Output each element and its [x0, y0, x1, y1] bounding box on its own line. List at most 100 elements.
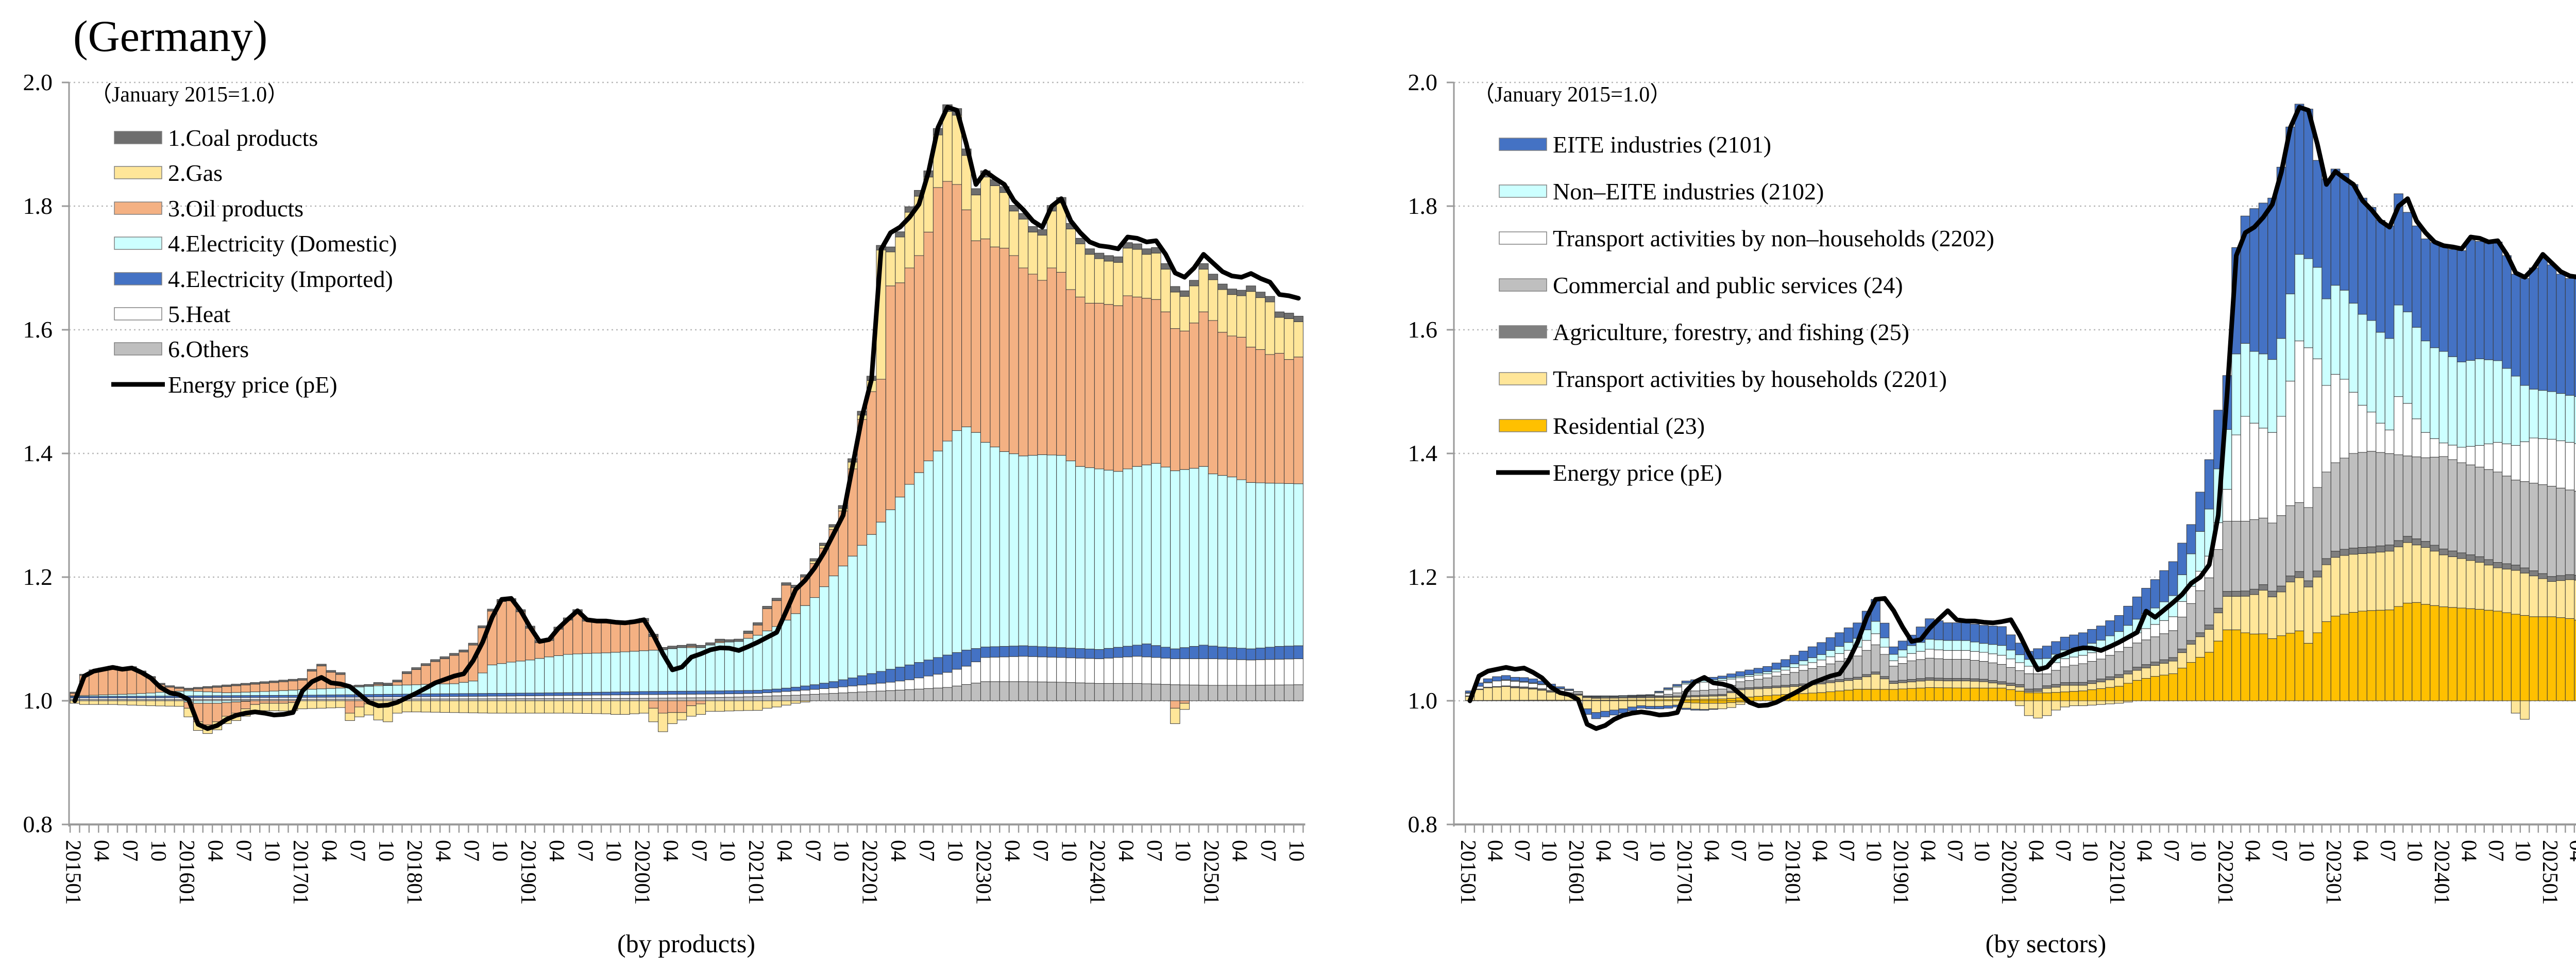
svg-text:Transport activities by househ: Transport activities by households (2201… — [1553, 366, 1947, 392]
svg-text:10: 10 — [943, 840, 967, 862]
svg-text:202201: 202201 — [858, 840, 882, 905]
svg-text:04: 04 — [2565, 840, 2576, 862]
svg-text:1.4: 1.4 — [1408, 440, 1438, 466]
svg-text:202401: 202401 — [1086, 840, 1109, 905]
svg-text:(Germany): (Germany) — [73, 11, 267, 61]
svg-text:10: 10 — [2187, 840, 2210, 862]
svg-text:201901: 201901 — [516, 840, 540, 905]
svg-text:04: 04 — [886, 840, 910, 862]
svg-text:07: 07 — [1142, 840, 1166, 862]
svg-text:10: 10 — [1537, 840, 1561, 862]
svg-text:07: 07 — [2267, 840, 2291, 862]
svg-text:07: 07 — [1618, 840, 1642, 862]
svg-text:10: 10 — [2403, 840, 2427, 862]
svg-text:04: 04 — [90, 840, 113, 862]
svg-text:1.8: 1.8 — [23, 193, 53, 219]
svg-text:202201: 202201 — [2213, 840, 2237, 905]
svg-text:04: 04 — [545, 840, 568, 862]
svg-text:10: 10 — [1862, 840, 1886, 862]
svg-text:201601: 201601 — [175, 840, 198, 905]
svg-text:（January 2015=1.0）: （January 2015=1.0） — [90, 83, 289, 107]
svg-text:04: 04 — [1916, 840, 1940, 862]
svg-text:07: 07 — [2376, 840, 2399, 862]
svg-text:1.6: 1.6 — [23, 316, 53, 343]
svg-text:07: 07 — [573, 840, 597, 862]
svg-text:07: 07 — [687, 840, 710, 862]
svg-text:10: 10 — [602, 840, 625, 862]
svg-text:1.0: 1.0 — [1408, 687, 1438, 714]
svg-text:201701: 201701 — [289, 840, 312, 905]
svg-text:07: 07 — [460, 840, 483, 862]
svg-text:2.Gas: 2.Gas — [168, 160, 223, 186]
svg-text:10: 10 — [1057, 840, 1080, 862]
svg-text:07: 07 — [232, 840, 256, 862]
svg-text:10: 10 — [1171, 840, 1194, 862]
svg-text:1.6: 1.6 — [1408, 316, 1438, 343]
svg-text:07: 07 — [118, 840, 142, 862]
svg-text:07: 07 — [914, 840, 938, 862]
svg-text:202401: 202401 — [2430, 840, 2453, 905]
svg-text:Transport activities by non–ho: Transport activities by non–households (… — [1553, 225, 1994, 251]
svg-text:1.0: 1.0 — [23, 687, 53, 714]
svg-text:04: 04 — [2241, 840, 2264, 862]
svg-text:07: 07 — [1726, 840, 1750, 862]
svg-text:Commercial and public services: Commercial and public services (24) — [1553, 272, 1903, 298]
svg-text:07: 07 — [2159, 840, 2183, 862]
svg-text:201601: 201601 — [1564, 840, 1588, 905]
svg-text:(by products): (by products) — [617, 929, 755, 958]
svg-text:07: 07 — [1510, 840, 1534, 862]
svg-text:1.2: 1.2 — [1408, 564, 1438, 590]
svg-text:2.0: 2.0 — [1408, 69, 1438, 95]
svg-text:3.Oil products: 3.Oil products — [168, 195, 303, 222]
svg-text:（January 2015=1.0）: （January 2015=1.0） — [1473, 83, 1671, 107]
svg-text:10: 10 — [2511, 840, 2535, 862]
svg-text:201501: 201501 — [1456, 840, 1480, 905]
svg-text:1.8: 1.8 — [1408, 193, 1438, 219]
svg-text:04: 04 — [2024, 840, 2048, 862]
svg-text:202301: 202301 — [2321, 840, 2345, 905]
svg-text:07: 07 — [1028, 840, 1052, 862]
svg-text:202101: 202101 — [2105, 840, 2129, 905]
svg-text:04: 04 — [1228, 840, 1251, 862]
svg-text:04: 04 — [317, 840, 341, 862]
svg-text:(by sectors): (by sectors) — [1986, 929, 2107, 958]
svg-text:Non–EITE industries (2102): Non–EITE industries (2102) — [1553, 178, 1824, 205]
svg-text:202101: 202101 — [744, 840, 768, 905]
svg-text:202301: 202301 — [972, 840, 995, 905]
svg-text:201701: 201701 — [1672, 840, 1696, 905]
svg-text:1.Coal products: 1.Coal products — [168, 125, 318, 151]
svg-text:4.Electricity (Domestic): 4.Electricity (Domestic) — [168, 230, 397, 257]
svg-text:Agriculture, forestry, and fis: Agriculture, forestry, and fishing (25) — [1553, 319, 1909, 345]
svg-text:0.8: 0.8 — [23, 811, 53, 837]
svg-text:04: 04 — [1483, 840, 1507, 862]
svg-text:201501: 201501 — [61, 840, 84, 905]
svg-text:202001: 202001 — [1997, 840, 2021, 905]
svg-text:04: 04 — [431, 840, 454, 862]
svg-text:1.4: 1.4 — [23, 440, 53, 466]
svg-text:202501: 202501 — [1199, 840, 1223, 905]
svg-text:EITE industries (2101): EITE industries (2101) — [1553, 131, 1771, 158]
svg-text:201801: 201801 — [1781, 840, 1804, 905]
svg-text:04: 04 — [1808, 840, 1832, 862]
svg-text:4.Electricity (Imported): 4.Electricity (Imported) — [168, 266, 393, 292]
svg-text:201801: 201801 — [402, 840, 426, 905]
svg-text:04: 04 — [1591, 840, 1615, 862]
svg-text:04: 04 — [2457, 840, 2481, 862]
svg-text:10: 10 — [1970, 840, 1994, 862]
svg-text:10: 10 — [1754, 840, 1777, 862]
svg-text:10: 10 — [2078, 840, 2102, 862]
svg-text:07: 07 — [1943, 840, 1967, 862]
svg-text:04: 04 — [1114, 840, 1138, 862]
svg-text:07: 07 — [1256, 840, 1280, 862]
svg-text:07: 07 — [1835, 840, 1858, 862]
svg-text:04: 04 — [2132, 840, 2156, 862]
svg-text:10: 10 — [1646, 840, 1669, 862]
svg-text:10: 10 — [2295, 840, 2318, 862]
svg-text:10: 10 — [260, 840, 284, 862]
svg-text:1.2: 1.2 — [23, 564, 53, 590]
svg-text:04: 04 — [658, 840, 682, 862]
svg-text:07: 07 — [801, 840, 824, 862]
svg-text:202501: 202501 — [2538, 840, 2562, 905]
svg-text:04: 04 — [2349, 840, 2372, 862]
svg-text:07: 07 — [2484, 840, 2507, 862]
